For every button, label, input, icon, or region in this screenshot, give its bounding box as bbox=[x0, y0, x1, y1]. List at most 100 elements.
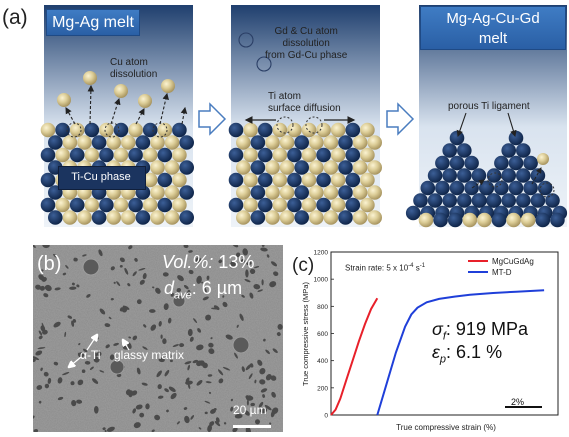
alpha-ti-particle bbox=[196, 380, 203, 386]
alpha-ti-particle bbox=[214, 421, 221, 427]
alpha-ti-particle bbox=[72, 319, 77, 323]
pore bbox=[82, 258, 100, 276]
alpha-ti-particle bbox=[41, 276, 47, 282]
cu-atom bbox=[272, 197, 288, 213]
alpha-ti-particle bbox=[259, 368, 266, 375]
cu-atom bbox=[164, 185, 180, 200]
ti-atom bbox=[479, 180, 495, 196]
stage1-phase-label bbox=[58, 166, 146, 190]
alpha-ti-particle bbox=[44, 383, 50, 389]
alpha-ti-particle bbox=[166, 409, 169, 413]
cu-atom bbox=[106, 135, 121, 150]
stress-strain-chart: 0 200 400 600 800 1000 1200 True compressive s… bbox=[301, 250, 559, 432]
cu-atom bbox=[150, 185, 165, 200]
alpha-ti-particle bbox=[185, 377, 190, 383]
plastic-strain-value: : 6.1 % bbox=[446, 342, 503, 362]
alpha-ti-particle bbox=[198, 427, 202, 430]
alpha-ti-particle bbox=[105, 344, 110, 349]
volume-fraction: Vol.%: 13% bbox=[162, 252, 254, 273]
ti-atom bbox=[250, 135, 266, 150]
cu-atom bbox=[323, 185, 339, 200]
alpha-ti-particle bbox=[261, 245, 265, 247]
scale-bar bbox=[233, 425, 271, 428]
alpha-ti-particle bbox=[41, 269, 44, 272]
alpha-ti-particle bbox=[222, 295, 225, 298]
y-tick-label: 1200 bbox=[314, 250, 329, 257]
fracture-strength: σf: 919 MPa bbox=[432, 319, 528, 343]
alpha-ti-particle bbox=[270, 410, 275, 418]
alpha-ti-particle bbox=[53, 361, 59, 366]
ti-atom bbox=[494, 155, 509, 171]
ti-atom bbox=[257, 172, 273, 188]
ti-atom bbox=[40, 172, 56, 188]
alpha-ti-particle bbox=[136, 299, 142, 305]
alpha-ti-particle bbox=[134, 258, 138, 262]
alpha-ti-particle bbox=[258, 401, 264, 408]
alpha-ti-particle bbox=[37, 347, 46, 350]
alpha-ti-particle bbox=[110, 266, 115, 271]
cu-atom bbox=[243, 147, 258, 163]
ti-atom bbox=[345, 122, 361, 138]
x-axis-title: True compressive strain (%) bbox=[396, 423, 496, 432]
alpha-ti-particle bbox=[187, 364, 191, 371]
alpha-ti-particle bbox=[42, 329, 48, 335]
alpha-ti-particle bbox=[76, 399, 83, 404]
ti-atom bbox=[48, 210, 63, 225]
stage2-vacancies bbox=[276, 116, 323, 134]
alpha-ti-particle bbox=[193, 318, 198, 324]
ti-atom bbox=[172, 122, 187, 138]
y-tick-label: 1000 bbox=[314, 277, 329, 284]
alpha-ti-particle bbox=[197, 328, 202, 333]
cu-atom bbox=[323, 135, 339, 150]
ti-atom bbox=[427, 193, 443, 208]
alpha-ti-particle bbox=[67, 315, 73, 319]
cu-atom bbox=[352, 210, 368, 225]
cu-atom bbox=[279, 185, 295, 200]
alpha-ti-particle bbox=[207, 374, 213, 377]
alpha-ti-particle bbox=[71, 282, 75, 286]
cu-atom bbox=[243, 172, 258, 188]
alpha-ti-particle bbox=[168, 386, 176, 393]
ti-atom bbox=[491, 212, 507, 228]
cu-atom bbox=[265, 135, 280, 150]
alpha-ti-particle bbox=[230, 261, 238, 268]
cu-atom bbox=[142, 172, 158, 188]
alpha-ti-particle bbox=[200, 360, 204, 366]
alpha-ti-particle bbox=[57, 377, 63, 384]
alpha-ti-particle bbox=[232, 245, 239, 248]
alpha-ti-particle bbox=[62, 272, 67, 276]
alpha-ti-particle bbox=[245, 363, 252, 371]
alpha-ti-particle bbox=[270, 375, 277, 381]
alpha-ti-particle bbox=[116, 281, 121, 287]
ti-atom bbox=[523, 155, 538, 171]
ti-atom bbox=[516, 193, 531, 208]
ti-atom bbox=[179, 185, 194, 200]
ti-atom bbox=[449, 180, 465, 196]
stage1-vacancies bbox=[66, 122, 168, 138]
ti-atom bbox=[457, 168, 472, 183]
alpha-ti-particle bbox=[43, 371, 49, 377]
alpha-ti-particle bbox=[184, 361, 192, 365]
alpha-ti-particle bbox=[162, 338, 167, 345]
cu-atom bbox=[309, 160, 324, 175]
ti-atom bbox=[69, 147, 85, 163]
ti-atom bbox=[99, 197, 114, 213]
stage3-ligaments bbox=[405, 130, 568, 228]
alpha-ti-particle bbox=[206, 275, 210, 280]
alpha-ti-particle bbox=[149, 309, 156, 313]
alpha-ti-particle bbox=[142, 273, 147, 280]
alpha-ti-particle bbox=[139, 412, 145, 418]
alpha-ti-particle bbox=[205, 381, 212, 384]
alpha-ti-particle bbox=[35, 350, 43, 356]
y-axis-title: True compressive stress (MPa) bbox=[301, 282, 310, 386]
ti-atom bbox=[420, 180, 436, 196]
cu-atom bbox=[309, 210, 324, 225]
stage1-cu-atoms-dissolved bbox=[57, 71, 175, 108]
alpha-ti-particle bbox=[71, 400, 77, 407]
scale-bar-label: 20 µm bbox=[233, 403, 267, 417]
ti-atom bbox=[113, 122, 129, 138]
cu-atom bbox=[172, 172, 187, 188]
alpha-ti-particle bbox=[189, 336, 194, 342]
ti-atom bbox=[520, 212, 536, 228]
ti-atom bbox=[316, 197, 331, 213]
